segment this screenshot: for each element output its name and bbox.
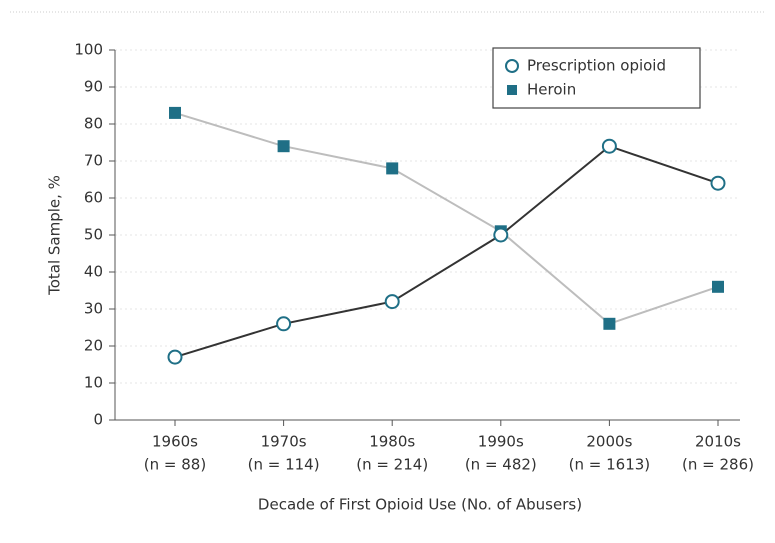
x-tick-note: (n = 88) [144,456,206,474]
legend-box [492,47,701,109]
point [601,138,617,154]
point [386,162,399,175]
y-tick-label: 0 [93,411,103,429]
legend-marker [507,85,517,95]
x-tick-label: 2000s [586,433,632,451]
y-tick-label: 20 [84,337,103,355]
point [169,106,181,119]
y-tick-label: 50 [84,226,103,244]
y-tick-label: 70 [84,152,103,170]
x-tick-label: 2010s [695,433,741,451]
x-tick-label: 1980s [369,433,415,451]
y-tick-label: 100 [74,41,103,59]
legend-label: Heroin [527,81,576,99]
y-tick-label: 90 [84,78,103,96]
series-line [174,145,719,359]
x-tick-note: (n = 286) [682,456,754,474]
point [493,227,509,243]
point [712,280,724,293]
y-tick-label: 80 [84,115,103,133]
x-tick-note: (n = 482) [465,456,537,474]
y-axis-label: Total Sample, % [46,175,64,296]
series-line [174,111,719,325]
y-tick-label: 40 [84,263,103,281]
y-tick-label: 10 [84,374,103,392]
point [384,294,400,310]
point [710,175,726,191]
x-tick-note: (n = 1613) [569,456,651,474]
point [603,317,616,330]
y-tick-label: 30 [84,300,103,318]
y-tick-label: 60 [84,189,103,207]
x-tick-note: (n = 114) [248,456,320,474]
x-axis-label: Decade of First Opioid Use (No. of Abuse… [258,496,582,514]
x-tick-label: 1960s [152,433,198,451]
x-tick-note: (n = 214) [356,456,428,474]
point [277,140,290,153]
point [167,349,183,365]
legend-marker [505,59,519,73]
legend-label: Prescription opioid [527,57,666,75]
point [276,316,292,332]
x-tick-label: 1970s [261,433,307,451]
x-tick-label: 1990s [478,433,524,451]
